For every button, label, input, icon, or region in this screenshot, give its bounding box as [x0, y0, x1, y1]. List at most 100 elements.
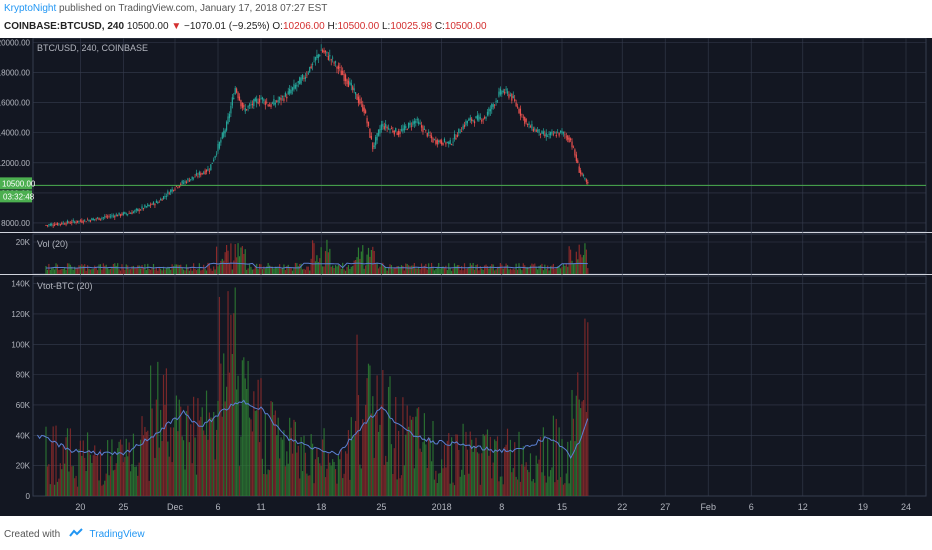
vtot-bar — [301, 471, 304, 496]
volume-bar — [577, 259, 579, 274]
candle — [81, 220, 83, 223]
volume-bar — [45, 266, 47, 274]
vtot-bar — [456, 434, 458, 496]
volume-bar — [241, 246, 243, 274]
volume-bar — [469, 263, 471, 274]
vtot-bar — [518, 431, 520, 496]
volume-bar — [62, 268, 64, 274]
x-tick-label: 6 — [749, 502, 754, 512]
x-tick-label: Feb — [700, 502, 716, 512]
vtot-bar — [211, 417, 213, 496]
volume-bar — [439, 268, 441, 274]
vtot-bar — [207, 439, 209, 496]
candle — [75, 221, 77, 223]
candle — [89, 220, 92, 222]
vtot-bar — [208, 412, 210, 496]
volume-bar — [172, 266, 175, 274]
vtot-bar — [241, 360, 243, 496]
x-tick-label: 22 — [617, 502, 627, 512]
volume-bar — [228, 263, 231, 274]
y-tick-label: 8000.00 — [1, 219, 30, 228]
volume-bar — [324, 251, 327, 274]
candle — [436, 139, 438, 145]
volume-bar — [260, 264, 262, 274]
candle — [118, 212, 120, 215]
volume-bar — [215, 246, 218, 274]
candle — [524, 116, 526, 124]
vtot-bar — [465, 431, 467, 496]
candle — [201, 173, 203, 174]
volume-bar — [537, 269, 539, 274]
vtot-bar — [145, 431, 147, 496]
vtot-bar — [188, 442, 190, 496]
volume-bar — [337, 264, 339, 274]
vtot-bar — [234, 287, 236, 496]
candle — [433, 139, 436, 140]
volume-bar — [46, 269, 49, 274]
candle — [134, 210, 136, 212]
candle — [416, 118, 418, 121]
vtot-bar — [329, 462, 331, 496]
vtot-bar — [379, 424, 381, 496]
vtot-bar — [428, 437, 430, 496]
tradingview-link[interactable]: TradingView — [89, 529, 145, 541]
volume-bar — [64, 267, 66, 274]
volume-bar — [227, 250, 229, 274]
candle — [185, 181, 188, 184]
candle — [413, 121, 415, 124]
chart-area[interactable]: 2025Dec611182520188152227Feb6121924Mar80… — [0, 38, 932, 516]
candle — [319, 55, 321, 56]
vtot-bar — [544, 475, 546, 496]
volume-bar — [208, 263, 210, 274]
candle — [545, 133, 547, 137]
candle — [465, 120, 467, 126]
author-link[interactable]: KryptoNight — [4, 3, 57, 14]
candle — [423, 128, 425, 130]
volume-bar — [193, 263, 195, 274]
volume-bar — [515, 263, 517, 274]
candle — [69, 222, 71, 224]
candle — [62, 222, 64, 224]
vtot-bar — [193, 396, 195, 496]
volume-bar — [161, 270, 163, 274]
vtot-bar — [247, 360, 249, 496]
candle — [296, 84, 298, 87]
volume-bar — [89, 269, 92, 274]
candle — [303, 78, 305, 80]
publish-info: published on TradingView.com, January 17… — [59, 3, 328, 14]
vtot-bars — [45, 287, 589, 496]
vtot-bar — [79, 440, 81, 496]
vtot-bar — [117, 448, 119, 496]
candle — [128, 213, 130, 214]
vtot-bar — [538, 459, 540, 496]
volume-bar — [585, 249, 587, 274]
volume-bar — [167, 266, 169, 274]
volume-bar — [347, 264, 350, 274]
volume-bar — [263, 266, 265, 274]
volume-bar — [54, 269, 56, 274]
candle — [273, 99, 275, 106]
vtot-bar — [91, 462, 93, 496]
candle — [554, 132, 556, 134]
vtot-bar — [396, 479, 398, 496]
candle — [337, 65, 339, 70]
candle — [49, 224, 51, 226]
candle — [187, 178, 189, 181]
candle — [152, 201, 155, 205]
open-value: 10206.00 — [282, 21, 325, 32]
vtot-bar — [223, 353, 225, 496]
candle — [294, 85, 296, 89]
volume-bar — [304, 269, 307, 274]
vtot-bar — [74, 478, 76, 496]
volume-bar — [203, 264, 205, 274]
volume-bar — [449, 268, 451, 274]
vtot-bar — [52, 426, 54, 496]
vtot-bar — [476, 452, 479, 496]
vtot-bar — [475, 437, 477, 496]
candle — [380, 124, 382, 130]
volume-bar — [383, 266, 385, 274]
volume-bar — [568, 246, 570, 274]
vtot-bar — [264, 414, 266, 496]
volume-bar — [200, 270, 202, 274]
volume-bar — [129, 269, 132, 274]
